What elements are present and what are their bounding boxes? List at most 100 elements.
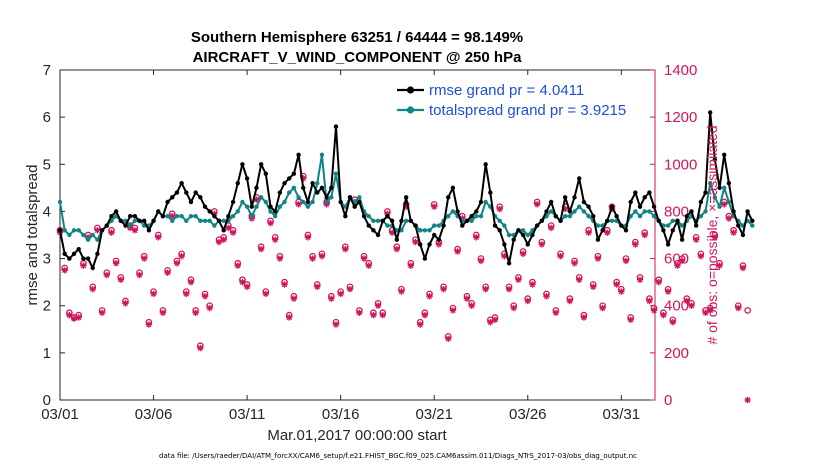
asterisk-stroke [169,213,175,219]
spread-point [263,199,269,205]
obs-assimilated-point [243,283,251,291]
spread-point [249,213,254,219]
rmse-point [553,213,559,219]
obs-assimilated-point [426,293,433,300]
asterisk-stroke [146,321,152,328]
rmse-point [399,218,404,224]
spread-point [572,209,577,214]
rmse-point [483,162,488,167]
asterisk-stroke [660,312,667,318]
spread-point [132,218,138,224]
rmse-point [329,185,334,191]
obs-assimilated-point [669,319,676,326]
spread-point [633,209,638,214]
asterisk-stroke [309,255,316,262]
y-right-tick-label: 0 [664,392,672,409]
asterisk-stroke [305,234,311,241]
asterisk-stroke [557,253,564,259]
rmse-point [305,199,311,205]
spread-point [427,228,432,233]
rmse-point [71,251,77,257]
asterisk-stroke [618,288,625,295]
obs-assimilated-point [80,262,87,269]
spread-point [474,213,479,219]
rmse-point [722,152,727,158]
spread-point [609,218,615,224]
rmse-point [750,218,755,224]
rmse-point [287,176,292,181]
obs-assimilated-point [576,276,583,283]
spread-point [272,213,278,219]
spread-point [506,232,512,238]
asterisk-stroke [328,295,335,302]
spread-point [127,223,133,228]
rmse-point [600,228,605,233]
rmse-point [408,218,414,224]
asterisk-stroke [707,307,713,314]
obs-assimilated-point [449,307,457,314]
obs-assimilated-point [379,311,386,319]
obs-assimilated-point [370,311,377,319]
obs-assimilated-point [164,269,171,276]
y-right-tick-label: 400 [664,298,689,315]
asterisk-stroke [314,284,320,290]
rmse-point [132,213,138,219]
x-tick-label: 03/16 [322,406,360,423]
x-tick-label: 03/11 [229,406,265,423]
spread-point [502,223,507,228]
rmse-point [455,209,460,214]
asterisk-stroke [221,237,227,243]
asterisk-stroke [66,312,73,318]
obs-assimilated-point [94,227,101,234]
rmse-point [656,218,661,224]
rmse-point [90,265,95,271]
asterisk-stroke [450,307,456,314]
spread-point [254,204,259,209]
spread-point [647,209,652,214]
asterisk-stroke [375,303,381,309]
rmse-point [619,223,624,228]
obs-assimilated-point [641,231,648,239]
rmse-point [502,242,507,247]
rmse-point [118,218,124,224]
chart-subtitle: AIRCRAFT_V_WIND_COMPONENT @ 250 hPa [193,49,523,66]
spread-point [277,204,283,209]
obs-assimilated-point [678,257,686,265]
spread-point [432,223,437,228]
asterisk-stroke [188,279,194,285]
asterisk-stroke [497,206,503,212]
spread-point [230,213,236,219]
spread-point [717,204,722,209]
spread-point [268,209,273,214]
rmse-point [343,213,348,219]
obs-assimilated-point [131,227,139,234]
obs-assimilated-point [543,293,550,300]
asterisk-stroke [286,314,292,321]
obs-assimilated-point [491,316,499,324]
rmse-point [165,199,170,205]
rmse-point [572,195,577,200]
rmse-point [212,213,217,219]
asterisk-stroke [202,293,208,299]
asterisk-stroke [337,291,344,297]
obs-assimilated-point [697,253,705,260]
spread-point [62,228,67,233]
asterisk-stroke [464,295,470,302]
spread-point [357,195,362,200]
asterisk-stroke [267,220,274,226]
y-tick-label: 1 [43,345,51,362]
asterisk-stroke [684,298,690,304]
asterisk-stroke [585,229,592,236]
asterisk-stroke [174,260,180,266]
obs-assimilated-point [281,281,288,288]
rmse-point [371,228,376,233]
obs-assimilated-point [445,335,452,342]
y-tick-label: 4 [43,203,51,220]
obs-assimilated-point [239,278,246,286]
asterisk-stroke [118,277,124,283]
obs-assimilated-point [557,253,564,260]
rmse-point [235,180,240,186]
asterisk-stroke [543,293,550,299]
rmse-point [516,228,521,233]
